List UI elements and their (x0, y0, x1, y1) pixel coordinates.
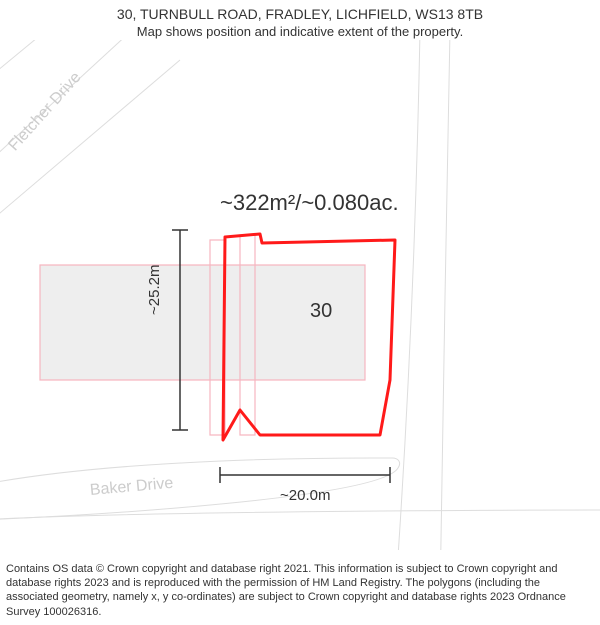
page-root: 30, TURNBULL ROAD, FRADLEY, LICHFIELD, W… (0, 0, 600, 625)
map-svg (0, 40, 600, 550)
copyright-text: Contains OS data © Crown copyright and d… (6, 562, 594, 619)
height-dimension-label: ~25.2m (146, 265, 163, 315)
page-title: 30, TURNBULL ROAD, FRADLEY, LICHFIELD, W… (0, 6, 600, 22)
width-dimension-label: ~20.0m (280, 487, 330, 504)
map-area: Fletcher Drive Baker Drive ~322m²/~0.080… (0, 40, 600, 550)
property-number: 30 (310, 300, 332, 323)
page-subtitle: Map shows position and indicative extent… (0, 24, 600, 39)
area-label: ~322m²/~0.080ac. (220, 190, 399, 216)
